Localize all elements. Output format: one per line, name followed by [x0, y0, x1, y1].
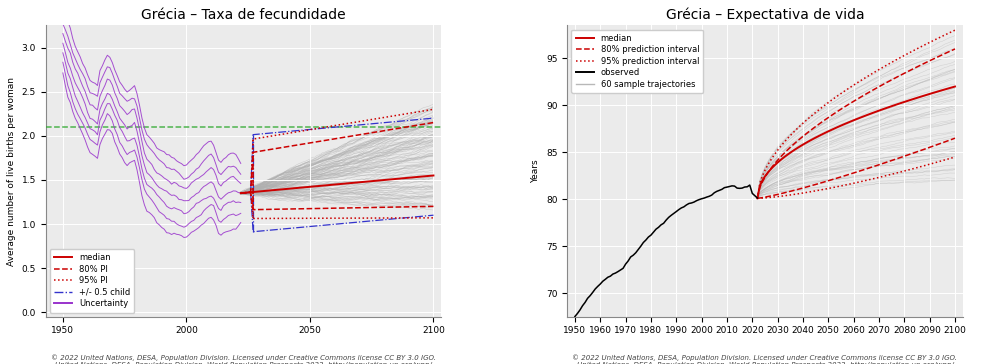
- Legend: median, 80% prediction interval, 95% prediction interval, observed, 60 sample tr: median, 80% prediction interval, 95% pre…: [571, 29, 703, 93]
- Title: Grécia – Expectativa de vida: Grécia – Expectativa de vida: [666, 7, 864, 21]
- Y-axis label: Years: Years: [532, 159, 540, 183]
- Title: Grécia – Taxa de fecundidade: Grécia – Taxa de fecundidade: [141, 8, 346, 21]
- Legend: median, 80% PI, 95% PI, +/- 0.5 child, Uncertainty: median, 80% PI, 95% PI, +/- 0.5 child, U…: [49, 249, 134, 313]
- Text: © 2022 United Nations, DESA, Population Division. Licensed under Creative Common: © 2022 United Nations, DESA, Population …: [50, 355, 436, 364]
- Text: © 2022 United Nations, DESA, Population Division. Licensed under Creative Common: © 2022 United Nations, DESA, Population …: [572, 355, 957, 364]
- Y-axis label: Average number of live births per woman: Average number of live births per woman: [7, 76, 16, 266]
